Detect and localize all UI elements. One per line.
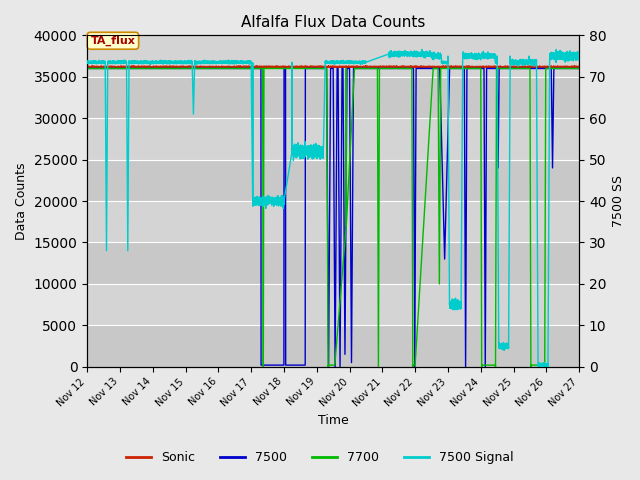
Title: Alfalfa Flux Data Counts: Alfalfa Flux Data Counts [241,15,426,30]
Bar [87,77,579,118]
Bar [87,118,579,160]
Text: TA_flux: TA_flux [90,36,135,46]
Y-axis label: 7500 SS: 7500 SS [612,175,625,227]
X-axis label: Time: Time [317,414,349,427]
Legend: Sonic, 7500, 7700, 7500 Signal: Sonic, 7500, 7700, 7500 Signal [121,446,519,469]
Bar [87,201,579,242]
Bar [87,160,579,201]
Bar [87,284,579,325]
Y-axis label: Data Counts: Data Counts [15,162,28,240]
Bar [87,242,579,284]
Bar [87,325,579,367]
Bar [87,36,579,77]
